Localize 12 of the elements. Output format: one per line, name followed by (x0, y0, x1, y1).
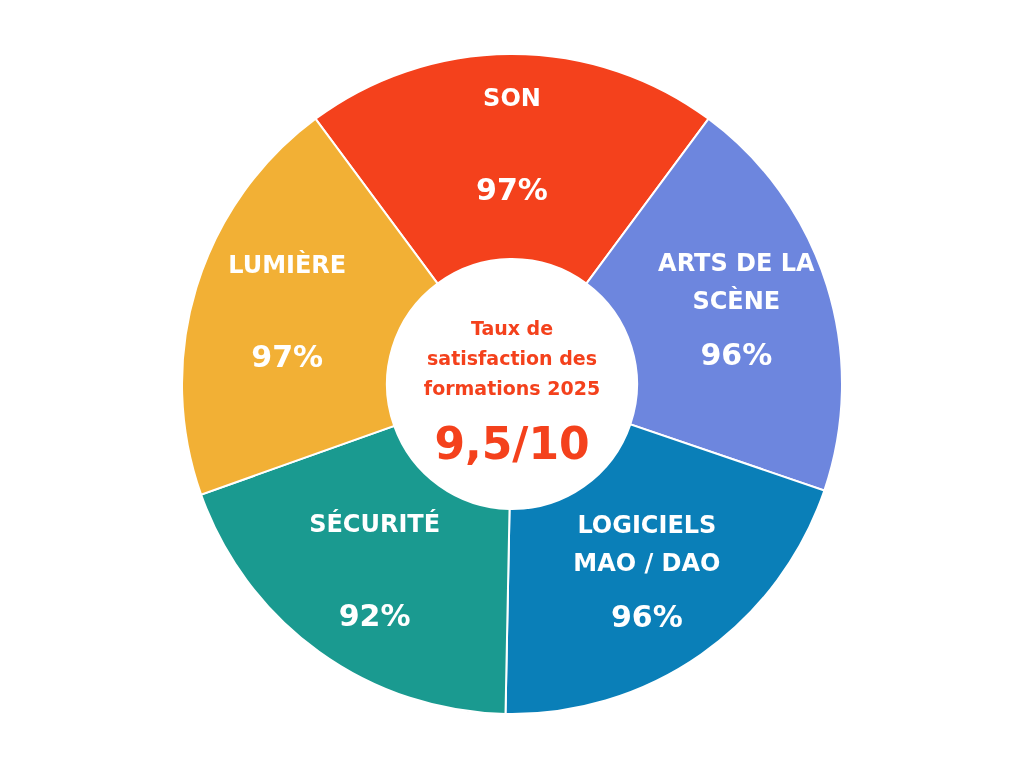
slice-label: SON (483, 84, 541, 112)
text: Taux de satisfaction des formations 2025 (423, 317, 601, 399)
slice-label: SÉCURITÉ (309, 508, 441, 538)
data-label: 97% (251, 338, 324, 374)
slice-label: LUMIÈRE (228, 249, 347, 279)
text: 9,5/10 (434, 418, 590, 469)
category-label: LOGICIELS MAO / DAO (573, 511, 721, 578)
data-label: 97% (476, 172, 548, 207)
data-label: 92% (338, 597, 411, 633)
data-label: 96% (610, 599, 683, 635)
category-label: ARTS DE LA SCÈNE (658, 249, 815, 316)
data-label: 96% (700, 337, 773, 373)
